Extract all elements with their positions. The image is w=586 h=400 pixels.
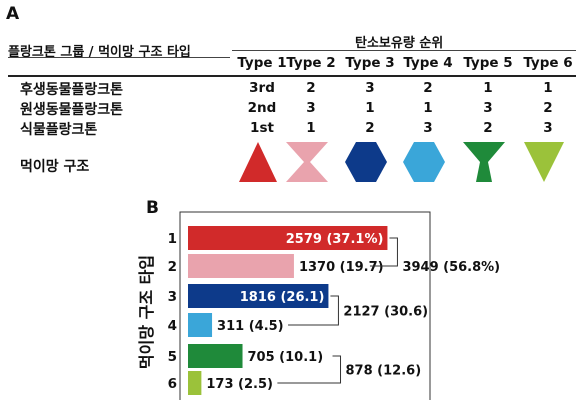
structure-label: 먹이망 구조 <box>20 159 90 175</box>
bar-value-label-5: 705 (10.1) <box>248 350 324 365</box>
cell-r1-c1: 3rd <box>249 80 275 96</box>
shape-type-3-hexagon <box>345 142 387 182</box>
cell-r1-c6: 1 <box>543 80 553 96</box>
category-label-5: 5 <box>168 349 177 365</box>
bar-type-5 <box>188 344 243 368</box>
bar-type-4 <box>188 313 213 337</box>
pair-total-label-3: 878 (12.6) <box>346 364 422 379</box>
cell-r2-c6: 2 <box>543 100 553 116</box>
plot-frame <box>179 211 431 400</box>
type-header-1: Type 1 <box>237 55 287 71</box>
cell-r2-c2: 3 <box>306 100 316 116</box>
cell-r2-c4: 1 <box>423 100 433 116</box>
type-header-2: Type 2 <box>286 55 336 71</box>
category-label-6: 6 <box>168 376 177 392</box>
shape-type-1-triangle <box>239 142 277 182</box>
cell-r1-c3: 3 <box>365 80 375 96</box>
category-label-1: 1 <box>168 231 177 247</box>
type-header-4: Type 4 <box>403 55 453 71</box>
row-label-2: 원생동물플랑크톤 <box>20 102 124 118</box>
cell-r3-c2: 1 <box>306 120 316 136</box>
shape-type-2-hourglass <box>286 142 328 182</box>
panel-b-letter: B <box>146 198 159 218</box>
group-header-underline <box>8 57 230 58</box>
bar-value-label-2: 1370 (19.7) <box>299 260 384 275</box>
rank-header: 탄소보유량 순위 <box>355 36 444 51</box>
category-label-3: 3 <box>168 289 177 305</box>
type-header-6: Type 6 <box>523 55 573 71</box>
pair-bracket-3 <box>277 355 342 384</box>
cell-r1-c4: 2 <box>423 80 433 96</box>
bar-value-label-1: 2579 (37.1%) <box>286 232 384 247</box>
cell-r3-c6: 3 <box>543 120 553 136</box>
category-label-4: 4 <box>168 318 177 334</box>
pair-bracket-1 <box>369 237 398 267</box>
shape-type-6-inverted-triangle <box>524 142 564 182</box>
row-label-1: 후생동물플랑크톤 <box>20 82 124 98</box>
bar-type-3 <box>188 284 329 308</box>
pair-total-label-1: 3949 (56.8%) <box>402 260 500 275</box>
cell-r3-c4: 3 <box>423 120 433 136</box>
cell-r1-c5: 1 <box>483 80 493 96</box>
bar-value-label-6: 173 (2.5) <box>206 377 273 392</box>
bar-chart: 먹이망 구조 타입 1 2579 (37.1%) 2 1370 (19.7) 3 1816 … <box>137 211 500 400</box>
bar-type-1 <box>188 226 388 250</box>
cell-r3-c3: 2 <box>365 120 375 136</box>
cell-r2-c1: 2nd <box>247 100 277 116</box>
type-header-3: Type 3 <box>345 55 395 71</box>
food-web-shapes <box>239 142 564 182</box>
cell-r2-c3: 1 <box>365 100 375 116</box>
pair-total-label-2: 2127 (30.6) <box>343 305 428 320</box>
cell-r2-c5: 3 <box>483 100 493 116</box>
bar-type-2 <box>188 254 294 278</box>
bar-type-6 <box>188 371 202 395</box>
type-header-5: Type 5 <box>463 55 513 71</box>
group-header: 플랑크톤 그룹 / 먹이망 구조 타입 <box>8 45 191 60</box>
y-axis-label: 먹이망 구조 타입 <box>137 255 156 369</box>
shape-type-5-funnel <box>463 142 505 182</box>
bar-value-label-3: 1816 (26.1) <box>240 290 325 305</box>
category-label-2: 2 <box>168 259 177 275</box>
row-label-3: 식물플랑크톤 <box>20 122 98 138</box>
pair-bracket-2 <box>288 295 339 326</box>
bar-value-label-4: 311 (4.5) <box>217 319 284 334</box>
rank-header-underline <box>232 50 576 51</box>
cell-r1-c2: 2 <box>306 80 316 96</box>
shape-type-4-hexagon <box>403 142 445 182</box>
panel-a-letter: A <box>6 4 20 24</box>
cell-r3-c5: 2 <box>483 120 493 136</box>
cell-r3-c1: 1st <box>250 120 274 136</box>
table-divider <box>8 75 576 77</box>
